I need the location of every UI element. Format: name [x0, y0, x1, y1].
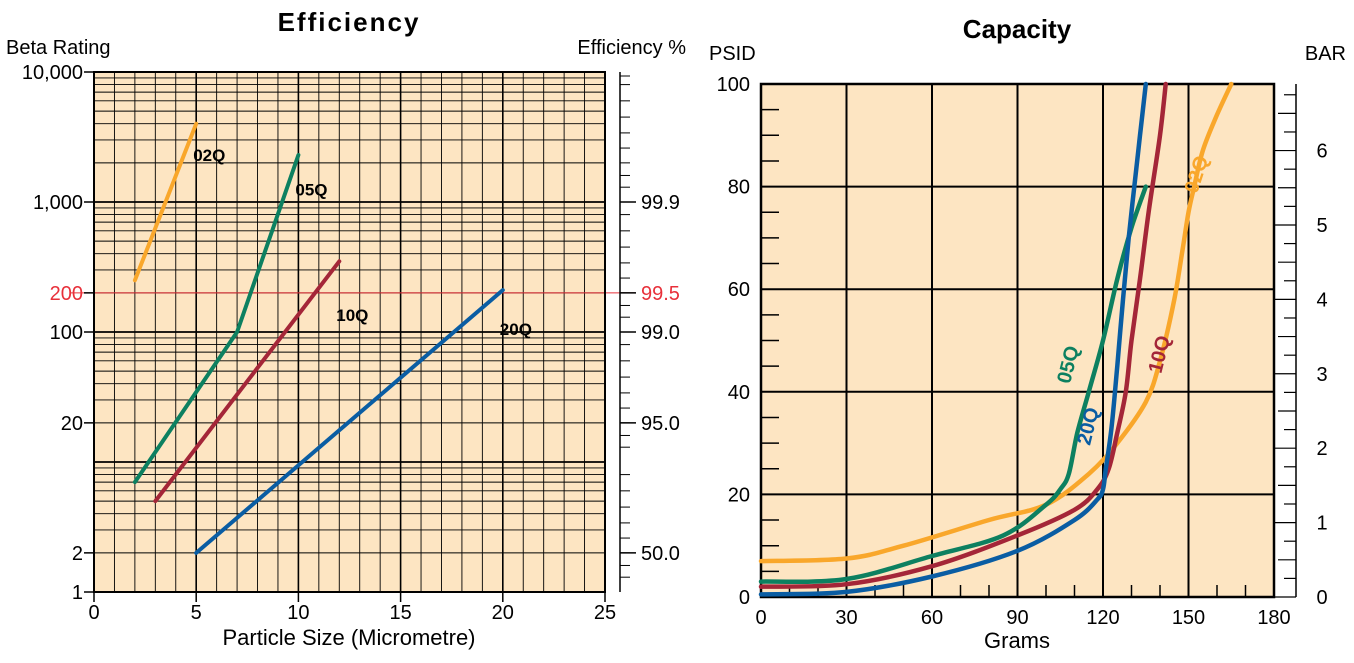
capacity-left-tick-label: 60	[728, 279, 750, 301]
efficiency-series-05q	[132, 153, 301, 485]
efficiency-series-label-20q: 20Q	[500, 320, 532, 339]
efficiency-left-tick-label: 1	[72, 582, 83, 604]
capacity-right-tick-label: 0	[1316, 587, 1327, 609]
efficiency-right-tick-label: 50.0	[641, 543, 680, 565]
efficiency-x-tick-label: 5	[191, 602, 202, 624]
capacity-left-tick-label: 100	[717, 74, 750, 96]
capacity-series-10q	[758, 81, 1168, 589]
capacity-x-tick-label: 0	[755, 607, 766, 629]
efficiency-x-tick-label: 20	[492, 602, 514, 624]
capacity-right-axis-label: BAR	[1305, 43, 1346, 65]
capacity-right-tick-label: 5	[1316, 215, 1327, 237]
capacity-left-axis-label: PSID	[709, 43, 756, 65]
efficiency-left-tick-label: 20	[61, 413, 83, 435]
capacity-left-tick-label: 0	[739, 587, 750, 609]
capacity-left-tick-label: 80	[728, 177, 750, 199]
capacity-right-tick-label: 6	[1316, 141, 1327, 163]
efficiency-series-label-02q: 02Q	[193, 146, 225, 165]
capacity-x-tick-label: 30	[835, 607, 857, 629]
efficiency-series-02q	[132, 121, 199, 283]
efficiency-right-tick-label: 95.0	[641, 413, 680, 435]
capacity-left-tick-label: 20	[728, 484, 750, 506]
efficiency-title: Efficiency	[278, 7, 421, 37]
capacity-right-tick-label: 3	[1316, 364, 1327, 386]
efficiency-x-tick-label: 25	[594, 602, 616, 624]
efficiency-x-axis-label: Particle Size (Micrometre)	[222, 625, 475, 650]
capacity-x-tick-label: 60	[921, 607, 943, 629]
capacity-left-tick-label: 40	[728, 382, 750, 404]
efficiency-series-label-10q: 10Q	[336, 306, 368, 325]
efficiency-right-axis-label: Efficiency %	[577, 37, 686, 59]
capacity-title: Capacity	[963, 14, 1072, 44]
efficiency-right-tick-label: 99.9	[641, 192, 680, 214]
efficiency-left-tick-label: 10,000	[22, 62, 83, 84]
capacity-series-05q	[758, 184, 1149, 585]
efficiency-chart: Efficiency Beta Rating Efficiency % Part…	[6, 7, 686, 650]
efficiency-left-tick-label: 1,000	[33, 192, 83, 214]
capacity-x-tick-label: 120	[1086, 607, 1119, 629]
capacity-x-axis-label: Grams	[984, 628, 1050, 653]
capacity-series-20q	[758, 81, 1149, 597]
capacity-right-tick-label: 2	[1316, 438, 1327, 460]
capacity-series-02q	[758, 81, 1234, 564]
efficiency-x-tick-label: 15	[389, 602, 411, 624]
capacity-x-tick-label: 90	[1006, 607, 1028, 629]
capacity-right-tick-label: 1	[1316, 513, 1327, 535]
efficiency-x-tick-label: 10	[287, 602, 309, 624]
efficiency-series-10q	[153, 259, 342, 504]
capacity-x-tick-label: 150	[1172, 607, 1205, 629]
efficiency-x-tick-label: 0	[88, 602, 99, 624]
efficiency-left-tick-label: 100	[50, 322, 83, 344]
efficiency-left-tick-label: 2	[72, 543, 83, 565]
efficiency-left-axis-label: Beta Rating	[6, 37, 111, 59]
capacity-right-tick-label: 4	[1316, 289, 1327, 311]
efficiency-right-tick-label: 99.0	[641, 322, 680, 344]
efficiency-series-label-05q: 05Q	[295, 180, 327, 199]
efficiency-series-20q	[194, 288, 505, 555]
efficiency-right-tick-label: 99.5	[641, 283, 680, 305]
capacity-x-tick-label: 180	[1257, 607, 1290, 629]
efficiency-left-tick-label: 200	[50, 283, 83, 305]
